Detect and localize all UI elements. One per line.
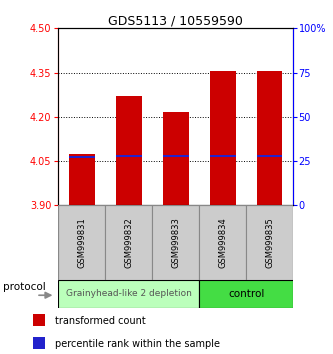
- Bar: [58, 280, 199, 308]
- Text: GSM999835: GSM999835: [265, 217, 274, 268]
- Text: GSM999834: GSM999834: [218, 217, 227, 268]
- Bar: [199, 205, 246, 280]
- Text: control: control: [228, 289, 264, 299]
- Bar: [33, 337, 45, 349]
- Text: GSM999833: GSM999833: [171, 217, 180, 268]
- Bar: [116, 155, 142, 156]
- Bar: [163, 155, 188, 157]
- Bar: [210, 155, 235, 156]
- Bar: [116, 96, 142, 205]
- Bar: [69, 154, 95, 205]
- Bar: [163, 113, 188, 205]
- Text: transformed count: transformed count: [55, 316, 146, 326]
- Bar: [58, 205, 105, 280]
- Title: GDS5113 / 10559590: GDS5113 / 10559590: [108, 14, 243, 27]
- Bar: [199, 280, 293, 308]
- Text: Grainyhead-like 2 depletion: Grainyhead-like 2 depletion: [66, 289, 192, 298]
- Bar: [33, 314, 45, 326]
- Bar: [246, 205, 293, 280]
- Text: GSM999831: GSM999831: [77, 217, 86, 268]
- Bar: [210, 71, 235, 205]
- Bar: [152, 205, 199, 280]
- Text: protocol: protocol: [3, 282, 46, 292]
- Text: GSM999832: GSM999832: [124, 217, 133, 268]
- Bar: [105, 205, 152, 280]
- Bar: [257, 71, 282, 205]
- Text: percentile rank within the sample: percentile rank within the sample: [55, 339, 220, 349]
- Bar: [69, 156, 95, 158]
- Bar: [257, 155, 282, 156]
